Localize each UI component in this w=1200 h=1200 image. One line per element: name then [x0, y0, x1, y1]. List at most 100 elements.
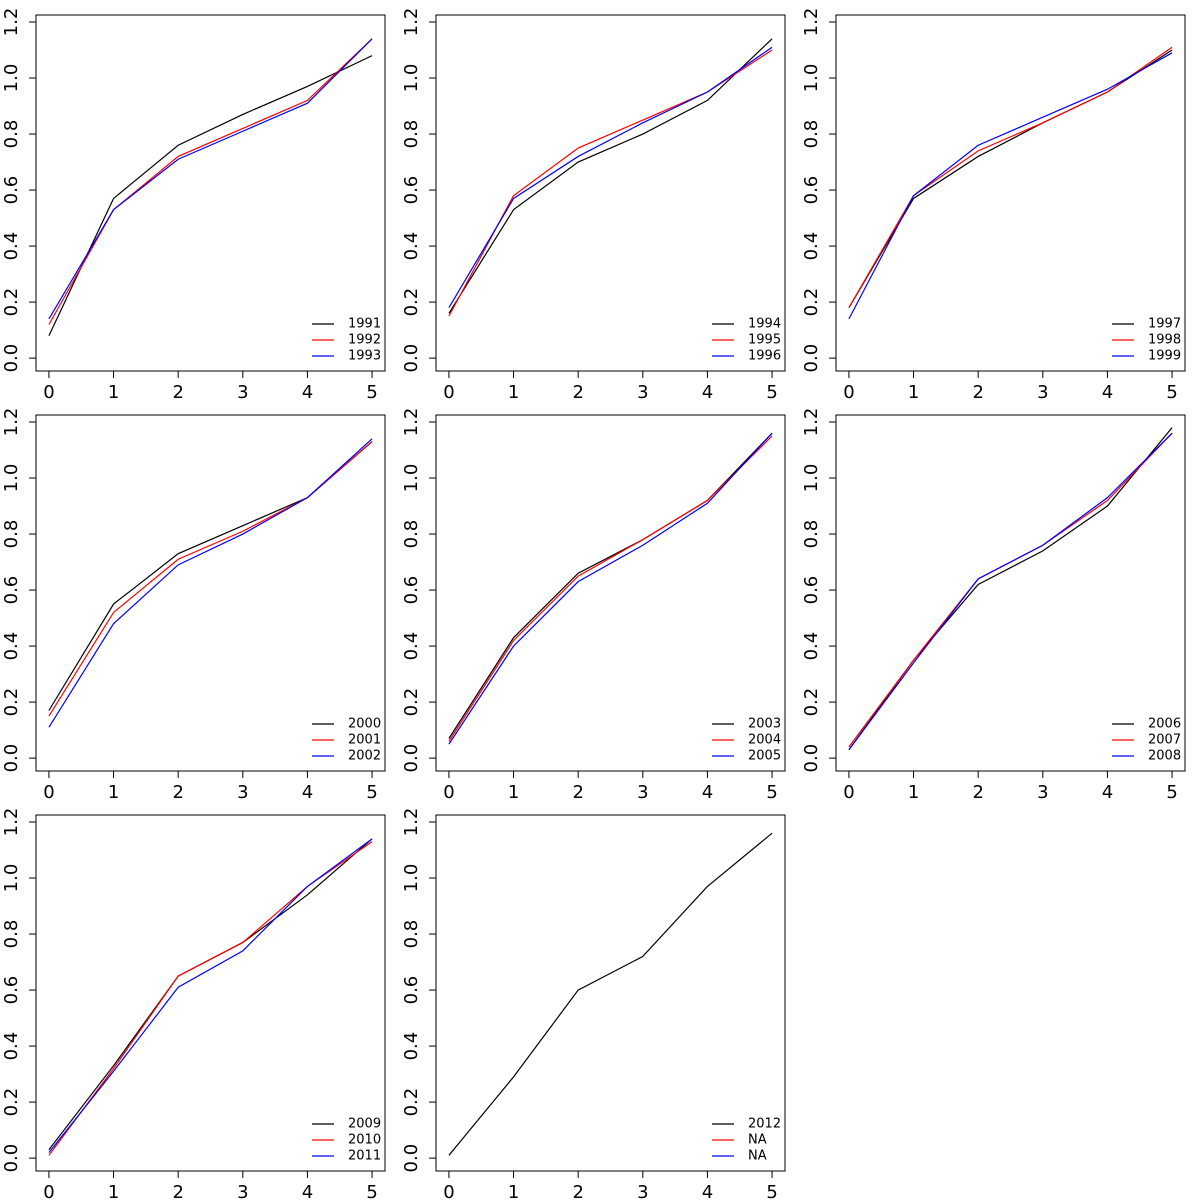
y-tick-label: 0.8: [1, 920, 22, 949]
x-tick-label: 4: [702, 1182, 713, 1200]
series-line: [48, 441, 373, 711]
x-tick-label: 5: [366, 382, 377, 403]
y-tick-label: 0.6: [401, 176, 422, 205]
series-line: [448, 435, 773, 742]
x-tick-label: 5: [766, 382, 777, 403]
x-tick-label: 3: [637, 782, 648, 803]
y-tick-label: 0.8: [401, 920, 422, 949]
plot-frame: [835, 414, 1186, 772]
legend-label: 1998: [1148, 333, 1181, 348]
y-tick-label: 0.6: [401, 976, 422, 1005]
series-line: [448, 432, 773, 745]
plot-frame: [35, 414, 386, 772]
legend-label: 1993: [348, 349, 381, 364]
x-tick-label: 2: [172, 382, 183, 403]
x-tick-label: 4: [302, 382, 313, 403]
x-tick-label: 2: [572, 1182, 583, 1200]
y-tick-label: 0.4: [801, 632, 822, 661]
x-tick-label: 0: [843, 782, 854, 803]
x-tick-label: 5: [1166, 382, 1177, 403]
legend-label: 1996: [748, 349, 781, 364]
series-line: [448, 49, 773, 317]
x-tick-label: 1: [108, 382, 119, 403]
y-tick-label: 0.6: [1, 176, 22, 205]
legend-label: 1995: [748, 333, 781, 348]
legend-label: 2001: [348, 733, 381, 748]
legend-label: 1997: [1148, 317, 1181, 332]
x-tick-label: 5: [766, 782, 777, 803]
y-tick-label: 0.6: [801, 176, 822, 205]
y-tick-label: 0.2: [801, 288, 822, 317]
legend-label: 2008: [1148, 749, 1181, 764]
legend-label: 2012: [748, 1117, 781, 1132]
x-tick-label: 2: [572, 382, 583, 403]
y-tick-label: 0.8: [1, 120, 22, 149]
y-tick-label: 0.0: [801, 344, 822, 373]
legend-label: 1999: [1148, 349, 1181, 364]
y-tick-label: 0.6: [1, 976, 22, 1005]
series-line: [48, 838, 373, 1153]
y-tick-label: 1.2: [1, 808, 22, 837]
x-tick-label: 3: [637, 382, 648, 403]
y-tick-label: 0.6: [1, 576, 22, 605]
y-tick-label: 0.4: [1, 632, 22, 661]
y-tick-label: 0.8: [801, 120, 822, 149]
x-tick-label: 2: [972, 782, 983, 803]
y-tick-label: 0.8: [1, 520, 22, 549]
y-tick-label: 1.0: [1, 64, 22, 93]
x-tick-label: 0: [443, 782, 454, 803]
y-tick-label: 0.0: [401, 744, 422, 773]
y-tick-label: 0.2: [401, 688, 422, 717]
y-tick-label: 0.2: [1, 288, 22, 317]
x-tick-label: 5: [1166, 782, 1177, 803]
y-tick-label: 1.2: [1, 8, 22, 37]
y-tick-label: 0.8: [801, 520, 822, 549]
y-tick-label: 0.0: [1, 344, 22, 373]
y-tick-label: 1.0: [801, 64, 822, 93]
legend-label: 2010: [348, 1133, 381, 1148]
series-line: [448, 46, 773, 309]
plot-frame: [435, 14, 786, 372]
x-tick-label: 2: [172, 1182, 183, 1200]
y-tick-label: 0.4: [401, 1032, 422, 1061]
legend-label: 2007: [1148, 733, 1181, 748]
y-tick-label: 0.4: [1, 1032, 22, 1061]
series-line: [448, 432, 773, 739]
y-tick-label: 0.6: [401, 576, 422, 605]
legend-label: 2000: [348, 717, 381, 732]
y-tick-label: 0.2: [401, 288, 422, 317]
y-tick-label: 1.2: [401, 808, 422, 837]
y-tick-label: 0.2: [1, 688, 22, 717]
y-tick-label: 0.4: [401, 232, 422, 261]
x-tick-label: 2: [172, 782, 183, 803]
y-tick-label: 0.0: [1, 1144, 22, 1173]
series-line: [848, 52, 1173, 320]
y-tick-label: 1.2: [1, 408, 22, 437]
series-line: [848, 432, 1173, 751]
plot-frame: [435, 414, 786, 772]
x-tick-label: 4: [702, 782, 713, 803]
legend-label: 1994: [748, 317, 781, 332]
legend-label: 1992: [348, 333, 381, 348]
x-tick-label: 0: [43, 382, 54, 403]
x-tick-label: 0: [43, 782, 54, 803]
y-tick-label: 0.0: [1, 744, 22, 773]
series-line: [48, 438, 373, 728]
legend-label: 2003: [748, 717, 781, 732]
y-tick-label: 0.4: [801, 232, 822, 261]
legend-label: NA: [748, 1133, 767, 1148]
y-tick-label: 1.2: [401, 8, 422, 37]
y-tick-label: 0.8: [401, 520, 422, 549]
y-tick-label: 1.2: [801, 8, 822, 37]
series-line: [48, 841, 373, 1156]
x-tick-label: 2: [972, 382, 983, 403]
series-line: [48, 55, 373, 336]
y-tick-label: 1.0: [1, 464, 22, 493]
y-tick-label: 1.0: [801, 464, 822, 493]
